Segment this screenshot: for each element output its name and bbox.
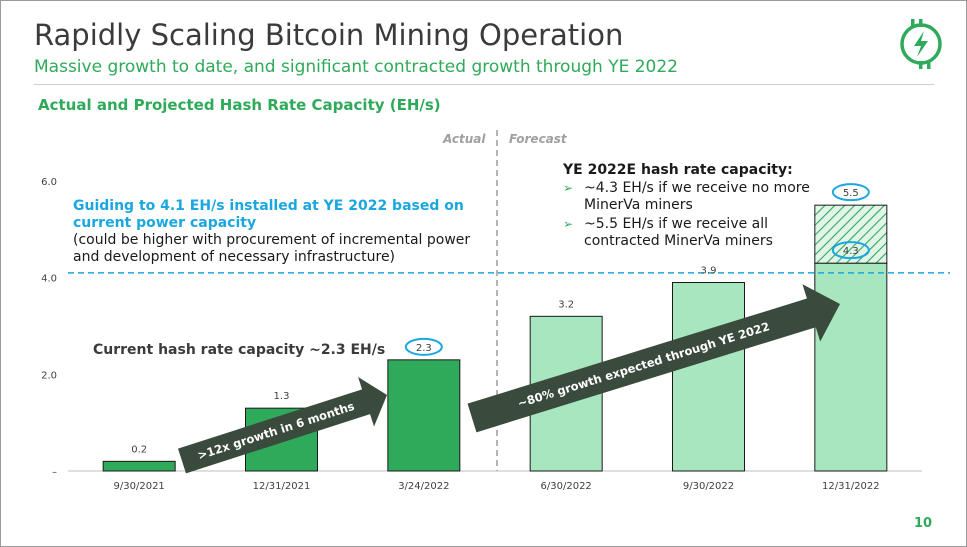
data-label: 2.3	[416, 343, 432, 354]
ye-2022-title: YE 2022E hash rate capacity:	[563, 162, 793, 178]
label-highlight-circle	[831, 183, 870, 202]
page-title: Rapidly Scaling Bitcoin Mining Operation	[34, 18, 624, 52]
forecast-bar	[672, 282, 745, 472]
lightning-bolt-icon	[900, 19, 942, 69]
ye-bullet-text: ~5.5 EH/s if we receive all contracted M…	[584, 216, 773, 249]
x-tick-label: 9/30/2021	[114, 481, 165, 492]
growth-arrow-shape	[467, 284, 841, 433]
current-capacity-note: Current hash rate capacity ~2.3 EH/s	[93, 342, 386, 358]
label-highlight-circle	[831, 241, 870, 260]
x-tick-label: 9/30/2022	[683, 481, 734, 492]
data-label: 1.3	[274, 391, 290, 402]
guidance-title: Guiding to 4.1 EH/s installed at YE 2022…	[73, 198, 464, 231]
header-divider	[34, 84, 934, 85]
ye-bullet: ➢ ~4.3 EH/s if we receive no more MinerV…	[563, 180, 813, 214]
chart-title: Actual and Projected Hash Rate Capacity …	[38, 96, 441, 114]
actual-section-label: Actual	[443, 132, 486, 146]
label-highlight-circle	[404, 337, 443, 356]
growth-arrow-forecast: ~80% growth expected through YE 2022	[467, 284, 841, 433]
actual-bar	[102, 460, 176, 472]
forecast-bar	[814, 262, 888, 472]
x-tick-label: 6/30/2022	[541, 481, 592, 492]
ye-2022-capacity-box: YE 2022E hash rate capacity: ➢ ~4.3 EH/s…	[563, 162, 813, 252]
ye-bullet-text: ~4.3 EH/s if we receive no more MinerVa …	[584, 180, 810, 213]
upside-bar	[814, 204, 888, 264]
data-label: 3.9	[701, 266, 717, 277]
x-tick-label: 3/24/2022	[398, 481, 449, 492]
data-label: 3.2	[558, 299, 574, 310]
y-tick-label: 6.0	[41, 177, 57, 188]
growth-arrow-shape	[178, 376, 388, 474]
x-tick-label: 12/31/2021	[253, 481, 311, 492]
bullet-arrow-icon: ➢	[563, 181, 574, 195]
actual-bar	[387, 359, 461, 472]
data-label: 5.5	[843, 188, 859, 199]
x-tick-label: 12/31/2022	[822, 481, 880, 492]
page-subtitle: Massive growth to date, and significant …	[34, 57, 678, 77]
y-tick-label: –	[52, 467, 57, 478]
guidance-body: (could be higher with procurement of inc…	[73, 232, 471, 265]
ye-bullet: ➢ ~5.5 EH/s if we receive all contracted…	[563, 216, 813, 250]
forecast-section-label: Forecast	[509, 132, 567, 146]
y-tick-label: 4.0	[41, 274, 57, 285]
guidance-note: Guiding to 4.1 EH/s installed at YE 2022…	[73, 198, 493, 266]
data-label: 4.3	[843, 246, 859, 257]
bullet-arrow-icon: ➢	[563, 217, 574, 231]
y-tick-label: 2.0	[41, 370, 57, 381]
page-number: 10	[914, 516, 933, 531]
data-label: 0.2	[131, 444, 147, 455]
